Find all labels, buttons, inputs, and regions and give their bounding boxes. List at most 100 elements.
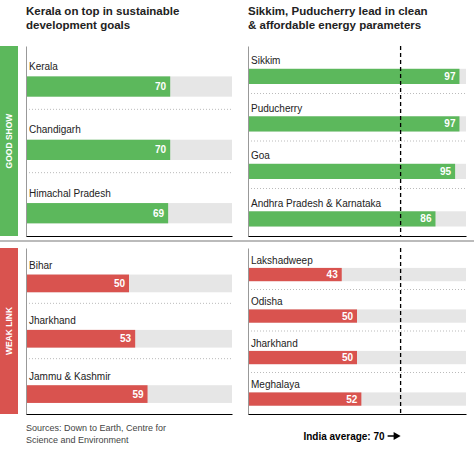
track <box>248 211 466 226</box>
y-tick-label: Bihar <box>29 260 53 271</box>
y-tick-label: Meghalaya <box>251 379 300 390</box>
y-tick-label: Odisha <box>251 296 283 307</box>
side-strip <box>0 46 18 236</box>
track <box>248 309 466 322</box>
data-label: 86 <box>420 213 432 224</box>
plot-area <box>248 248 466 414</box>
arrow-head <box>394 432 401 440</box>
y-tick: Goa <box>251 150 270 161</box>
plot-area <box>248 46 466 236</box>
separator <box>248 331 466 332</box>
y-tick-label: Jharkhand <box>251 338 298 349</box>
divider <box>0 240 474 242</box>
x-axis-domain <box>249 414 467 415</box>
bar <box>26 76 170 96</box>
x-axis <box>27 236 233 237</box>
y-tick-label: Goa <box>251 150 270 161</box>
separator <box>26 358 232 359</box>
y-label: GOOD SHOW <box>4 113 14 169</box>
bar <box>26 275 129 293</box>
track <box>26 385 232 403</box>
track <box>26 203 232 223</box>
y-tick-label: Puducherry <box>251 103 302 114</box>
text-line: & affordable energy parameters <box>248 19 421 31</box>
data-label: 53 <box>120 333 132 344</box>
track <box>26 76 232 96</box>
data-label: 50 <box>114 278 126 289</box>
separator <box>248 188 466 189</box>
track <box>248 164 466 179</box>
x-axis-domain <box>27 414 233 415</box>
average-line <box>400 248 401 414</box>
bar <box>26 140 170 160</box>
text-line: Science and Environment <box>26 435 129 445</box>
y-label: WEAK LINK <box>4 306 14 355</box>
bar <box>248 211 435 226</box>
bar <box>26 203 168 223</box>
bar <box>248 116 459 131</box>
track <box>248 69 466 84</box>
y-tick-label: Sikkim <box>251 55 280 66</box>
text-line: Sources: Down to Earth, Centre for <box>26 423 166 433</box>
bar <box>248 309 357 322</box>
track <box>248 116 466 131</box>
track <box>248 268 466 281</box>
y-tick-label: Jammu & Kashmir <box>29 371 111 382</box>
y-axis: Lakshadweep Odisha Jharkhand Meghalaya <box>249 249 314 415</box>
separator <box>26 109 232 110</box>
y-tick: Jharkhand <box>251 338 298 349</box>
bar <box>26 330 135 348</box>
separator <box>248 93 466 94</box>
data-label: 97 <box>444 71 456 82</box>
data-label: 52 <box>346 394 358 405</box>
data-label: 59 <box>132 389 144 400</box>
title: Sikkim, Puducherry lead in clean & afford… <box>248 5 428 31</box>
bar <box>248 351 357 364</box>
x-axis <box>249 236 467 237</box>
bar <box>248 69 459 84</box>
y-axis-domain <box>248 47 249 237</box>
y-tick: Jharkhand <box>29 315 76 326</box>
y-axis-domain <box>26 47 27 237</box>
y-tick: Sikkim <box>251 55 280 66</box>
data-label: 43 <box>327 269 339 280</box>
y-tick: Meghalaya <box>251 379 300 390</box>
y-tick: Bihar <box>29 260 53 271</box>
average-line <box>400 46 401 236</box>
plot-area <box>26 76 232 223</box>
panel: 50 53 59 Bihar Jharkhand Jammu & Kashmir <box>26 249 233 415</box>
text-line: development goals <box>26 19 130 31</box>
y-tick: Chandigarh <box>29 124 81 135</box>
annotation: Sources: Down to Earth, Centre for Scienc… <box>26 423 166 445</box>
y-axis-domain <box>26 249 27 415</box>
bar <box>248 268 342 281</box>
arrow-shaft <box>388 435 395 437</box>
bar <box>248 164 455 179</box>
data-label: 69 <box>153 208 165 219</box>
x-axis <box>249 414 467 415</box>
y-tick-label: Kerala <box>29 61 58 72</box>
track <box>26 330 232 348</box>
separator <box>248 141 466 142</box>
y-tick: Himachal Pradesh <box>29 188 111 199</box>
annotation: India average: 70 <box>303 431 385 442</box>
data-label: 70 <box>155 81 167 92</box>
y-tick: Andhra Pradesh & Karnataka <box>251 198 382 209</box>
data-label: 97 <box>444 118 456 129</box>
bar <box>26 385 148 403</box>
separator <box>26 172 232 173</box>
panel: 43 50 50 52 Lakshadweep Odisha Jharkhand Meghal… <box>248 248 467 415</box>
y-tick: Lakshadweep <box>251 255 313 266</box>
separator <box>248 372 466 373</box>
y-tick: Puducherry <box>251 103 302 114</box>
y-axis: Kerala Chandigarh Himachal Pradesh <box>27 47 111 237</box>
bar <box>248 392 361 405</box>
data-label: 50 <box>342 352 354 363</box>
track <box>248 392 466 405</box>
data-label: 50 <box>342 311 354 322</box>
chart-svg: 707069KeralaChandigarhHimachal PradeshGO… <box>0 0 474 457</box>
plot-area <box>26 275 232 403</box>
track <box>248 351 466 364</box>
y-tick: Kerala <box>29 61 58 72</box>
text-line: Sikkim, Puducherry lead in clean <box>248 5 428 17</box>
